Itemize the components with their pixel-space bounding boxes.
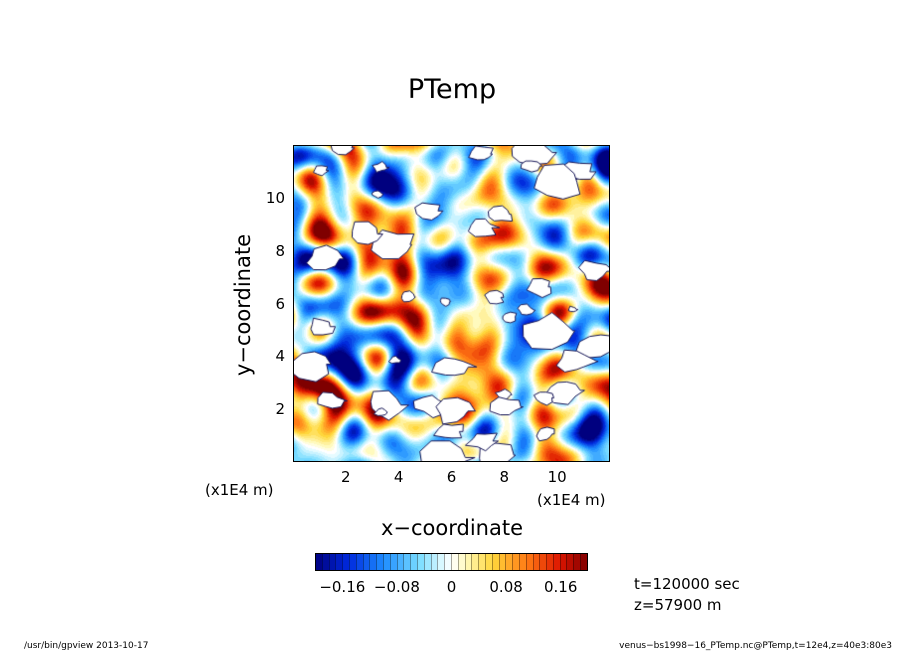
colorbar <box>315 553 588 571</box>
colorbar-cell <box>471 554 479 570</box>
chart-title: PTemp <box>407 74 497 105</box>
colorbar-cell <box>478 554 485 570</box>
plot-area <box>293 145 610 462</box>
x-tick-label: 4 <box>393 468 404 486</box>
colorbar-cell <box>539 554 547 570</box>
x-tick-label: 8 <box>499 468 510 486</box>
colorbar-tick-label: 0.16 <box>543 578 578 596</box>
colorbar-tick-label: −0.16 <box>319 578 366 596</box>
footer-source: venus−bs1998−16_PTemp.nc@PTemp,t=12e4,z=… <box>619 641 892 651</box>
colorbar-cell <box>376 554 383 570</box>
colorbar-cell <box>335 554 343 570</box>
y-tick-label: 10 <box>265 188 285 207</box>
colorbar-cell <box>316 554 322 570</box>
colorbar-cell <box>559 554 567 570</box>
colorbar-cell <box>457 554 465 570</box>
colorbar-cell <box>512 554 519 570</box>
colorbar-cell <box>410 554 417 570</box>
colorbar-cell <box>450 554 458 570</box>
x-tick-label: 10 <box>547 468 567 486</box>
colorbar-cell <box>321 554 329 570</box>
colorbar-tick-label: 0.08 <box>489 578 523 596</box>
time-annotation: t=120000 sec <box>634 575 740 593</box>
colorbar-cell <box>362 554 370 570</box>
colorbar-cell <box>573 554 581 570</box>
y-tick-label: 6 <box>275 294 285 313</box>
ptemp-field <box>294 146 609 461</box>
colorbar-cell <box>491 554 499 570</box>
colorbar-tick-label: −0.08 <box>373 578 420 596</box>
y-axis-label: y−coordinate <box>231 233 255 377</box>
colorbar-cell <box>423 554 431 570</box>
colorbar-cell <box>355 554 363 570</box>
colorbar-cell <box>532 554 540 570</box>
colorbar-cell <box>518 554 526 570</box>
colorbar-cell <box>369 554 377 570</box>
y-tick-label: 8 <box>275 241 285 260</box>
colorbar-cell <box>464 554 472 570</box>
colorbar-cell <box>382 554 390 570</box>
colorbar-cell <box>396 554 404 570</box>
colorbar-cell <box>552 554 560 570</box>
y-tick-label: 2 <box>275 400 285 419</box>
x-tick-label: 2 <box>341 468 351 486</box>
colorbar-cell <box>484 554 492 570</box>
colorbar-cell <box>328 554 336 570</box>
colorbar-cell <box>580 554 587 570</box>
colorbar-cell <box>430 554 438 570</box>
colorbar-cell <box>444 554 451 570</box>
colorbar-tick-label: 0 <box>446 578 457 596</box>
colorbar-cell <box>505 554 513 570</box>
colorbar-cell <box>342 554 349 570</box>
y-axis-multiplier: (x1E4 m) <box>205 481 274 499</box>
level-annotation: z=57900 m <box>634 596 722 614</box>
footer-program-date: /usr/bin/gpview 2013-10-17 <box>24 641 149 651</box>
colorbar-cell <box>416 554 424 570</box>
colorbar-cell <box>403 554 411 570</box>
x-tick-label: 6 <box>446 468 457 486</box>
x-axis-multiplier: (x1E4 m) <box>537 491 606 509</box>
colorbar-cell <box>389 554 397 570</box>
colorbar-cell <box>498 554 506 570</box>
y-tick-label: 4 <box>275 347 285 366</box>
x-axis-label: x−coordinate <box>380 516 524 540</box>
colorbar-cell <box>546 554 553 570</box>
colorbar-cell <box>566 554 574 570</box>
colorbar-cell <box>525 554 533 570</box>
colorbar-cell <box>348 554 356 570</box>
colorbar-cell <box>437 554 445 570</box>
